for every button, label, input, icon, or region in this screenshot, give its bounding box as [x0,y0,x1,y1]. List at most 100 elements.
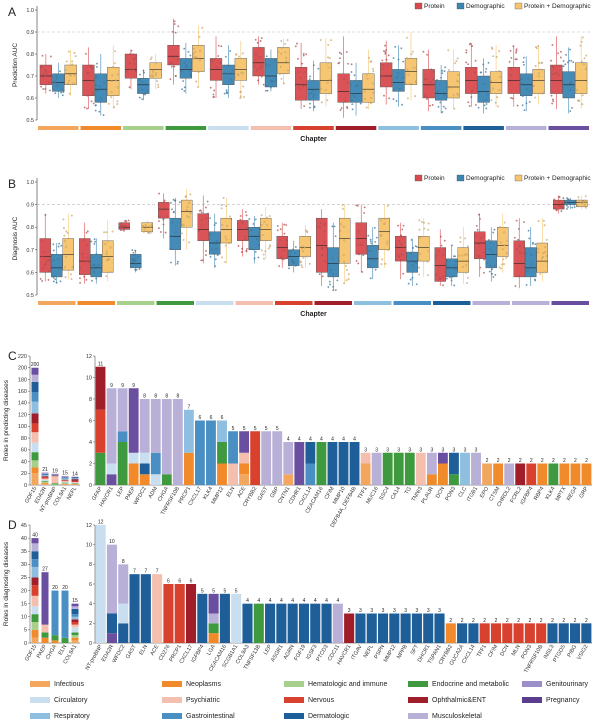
bar-segment [250,431,261,485]
box [434,247,446,282]
data-point [479,266,482,269]
data-point [418,219,421,222]
data-point [283,82,285,85]
bar-segment [71,624,79,628]
data-point [381,59,384,62]
y-tick-label: 1.0 [26,8,34,14]
data-point [326,81,329,84]
data-point [542,255,545,258]
data-point [184,195,187,198]
data-point [383,217,386,220]
bar-total-label: 6 [199,415,202,421]
x-tick-label: GRP [579,486,590,500]
data-point [241,221,244,224]
bar-segment [71,480,79,483]
legend-swatch-gastrointestinal [162,713,182,719]
data-point [181,88,183,91]
data-point [42,88,45,90]
bar-segment [174,584,185,643]
data-point [347,273,350,276]
data-point [478,92,481,95]
data-point [584,195,587,198]
bar-segment [31,595,39,607]
data-point [513,236,516,239]
data-point [347,278,350,281]
bar-total-label: 2 [540,618,543,624]
data-point [359,102,362,105]
data-point [107,258,109,261]
bar-total-label: 14 [72,471,78,477]
y-tick-label: 6 [89,582,92,588]
bar-total-label: 2 [585,618,588,624]
data-point [193,55,195,58]
data-point [572,61,575,64]
data-point [372,82,374,85]
bar-segment [41,481,49,483]
data-point [466,282,468,284]
bar-segment [161,399,172,475]
data-point [182,238,185,241]
data-point [296,83,299,85]
data-point [88,260,91,263]
data-point [205,206,207,209]
data-point [240,251,243,253]
bar-total-label: 8 [122,559,125,565]
bar-total-label: 5 [276,426,279,432]
data-point [224,244,227,247]
data-point [232,69,235,72]
data-point [415,80,418,83]
data-point [134,257,137,260]
data-point [86,94,89,97]
data-point [294,246,297,248]
data-point [415,283,418,286]
bar-total-label: 6 [221,415,224,421]
y-tick-label: 12 [86,354,92,360]
data-point [206,212,209,215]
data-point [539,273,542,275]
data-point [284,51,287,54]
y-tick-label: 8 [89,562,92,568]
data-point [63,240,66,243]
bar-segment [360,452,371,464]
data-point [496,96,499,99]
chapter-strip [512,301,550,305]
data-point [124,219,127,222]
bar-segment [139,474,150,485]
data-point [239,91,242,93]
data-point [525,269,528,272]
data-point [467,101,470,104]
data-point [343,260,345,263]
data-point [56,75,59,78]
box [319,62,333,94]
data-point [435,254,438,256]
data-point [239,218,242,221]
data-point [316,226,318,229]
data-point [331,273,334,276]
data-point [416,245,418,248]
data-point [158,208,161,211]
data-point [392,57,395,59]
data-point [505,257,508,259]
data-point [54,92,57,95]
data-point [543,224,546,227]
data-point [523,109,526,112]
data-point [398,240,401,242]
data-point [309,92,312,94]
bar-segment [31,460,39,468]
data-point [177,45,180,47]
data-point [328,92,330,95]
data-point [102,114,105,116]
data-point [562,60,565,62]
data-point [301,245,304,248]
data-point [105,253,108,255]
data-point [74,55,77,58]
data-point [209,255,212,258]
data-point [510,67,512,69]
data-point [294,45,297,48]
data-point [170,201,172,204]
data-point [152,76,154,78]
bar-segment [41,572,49,625]
data-point [457,80,459,83]
data-point [114,50,117,53]
data-point [411,264,414,267]
